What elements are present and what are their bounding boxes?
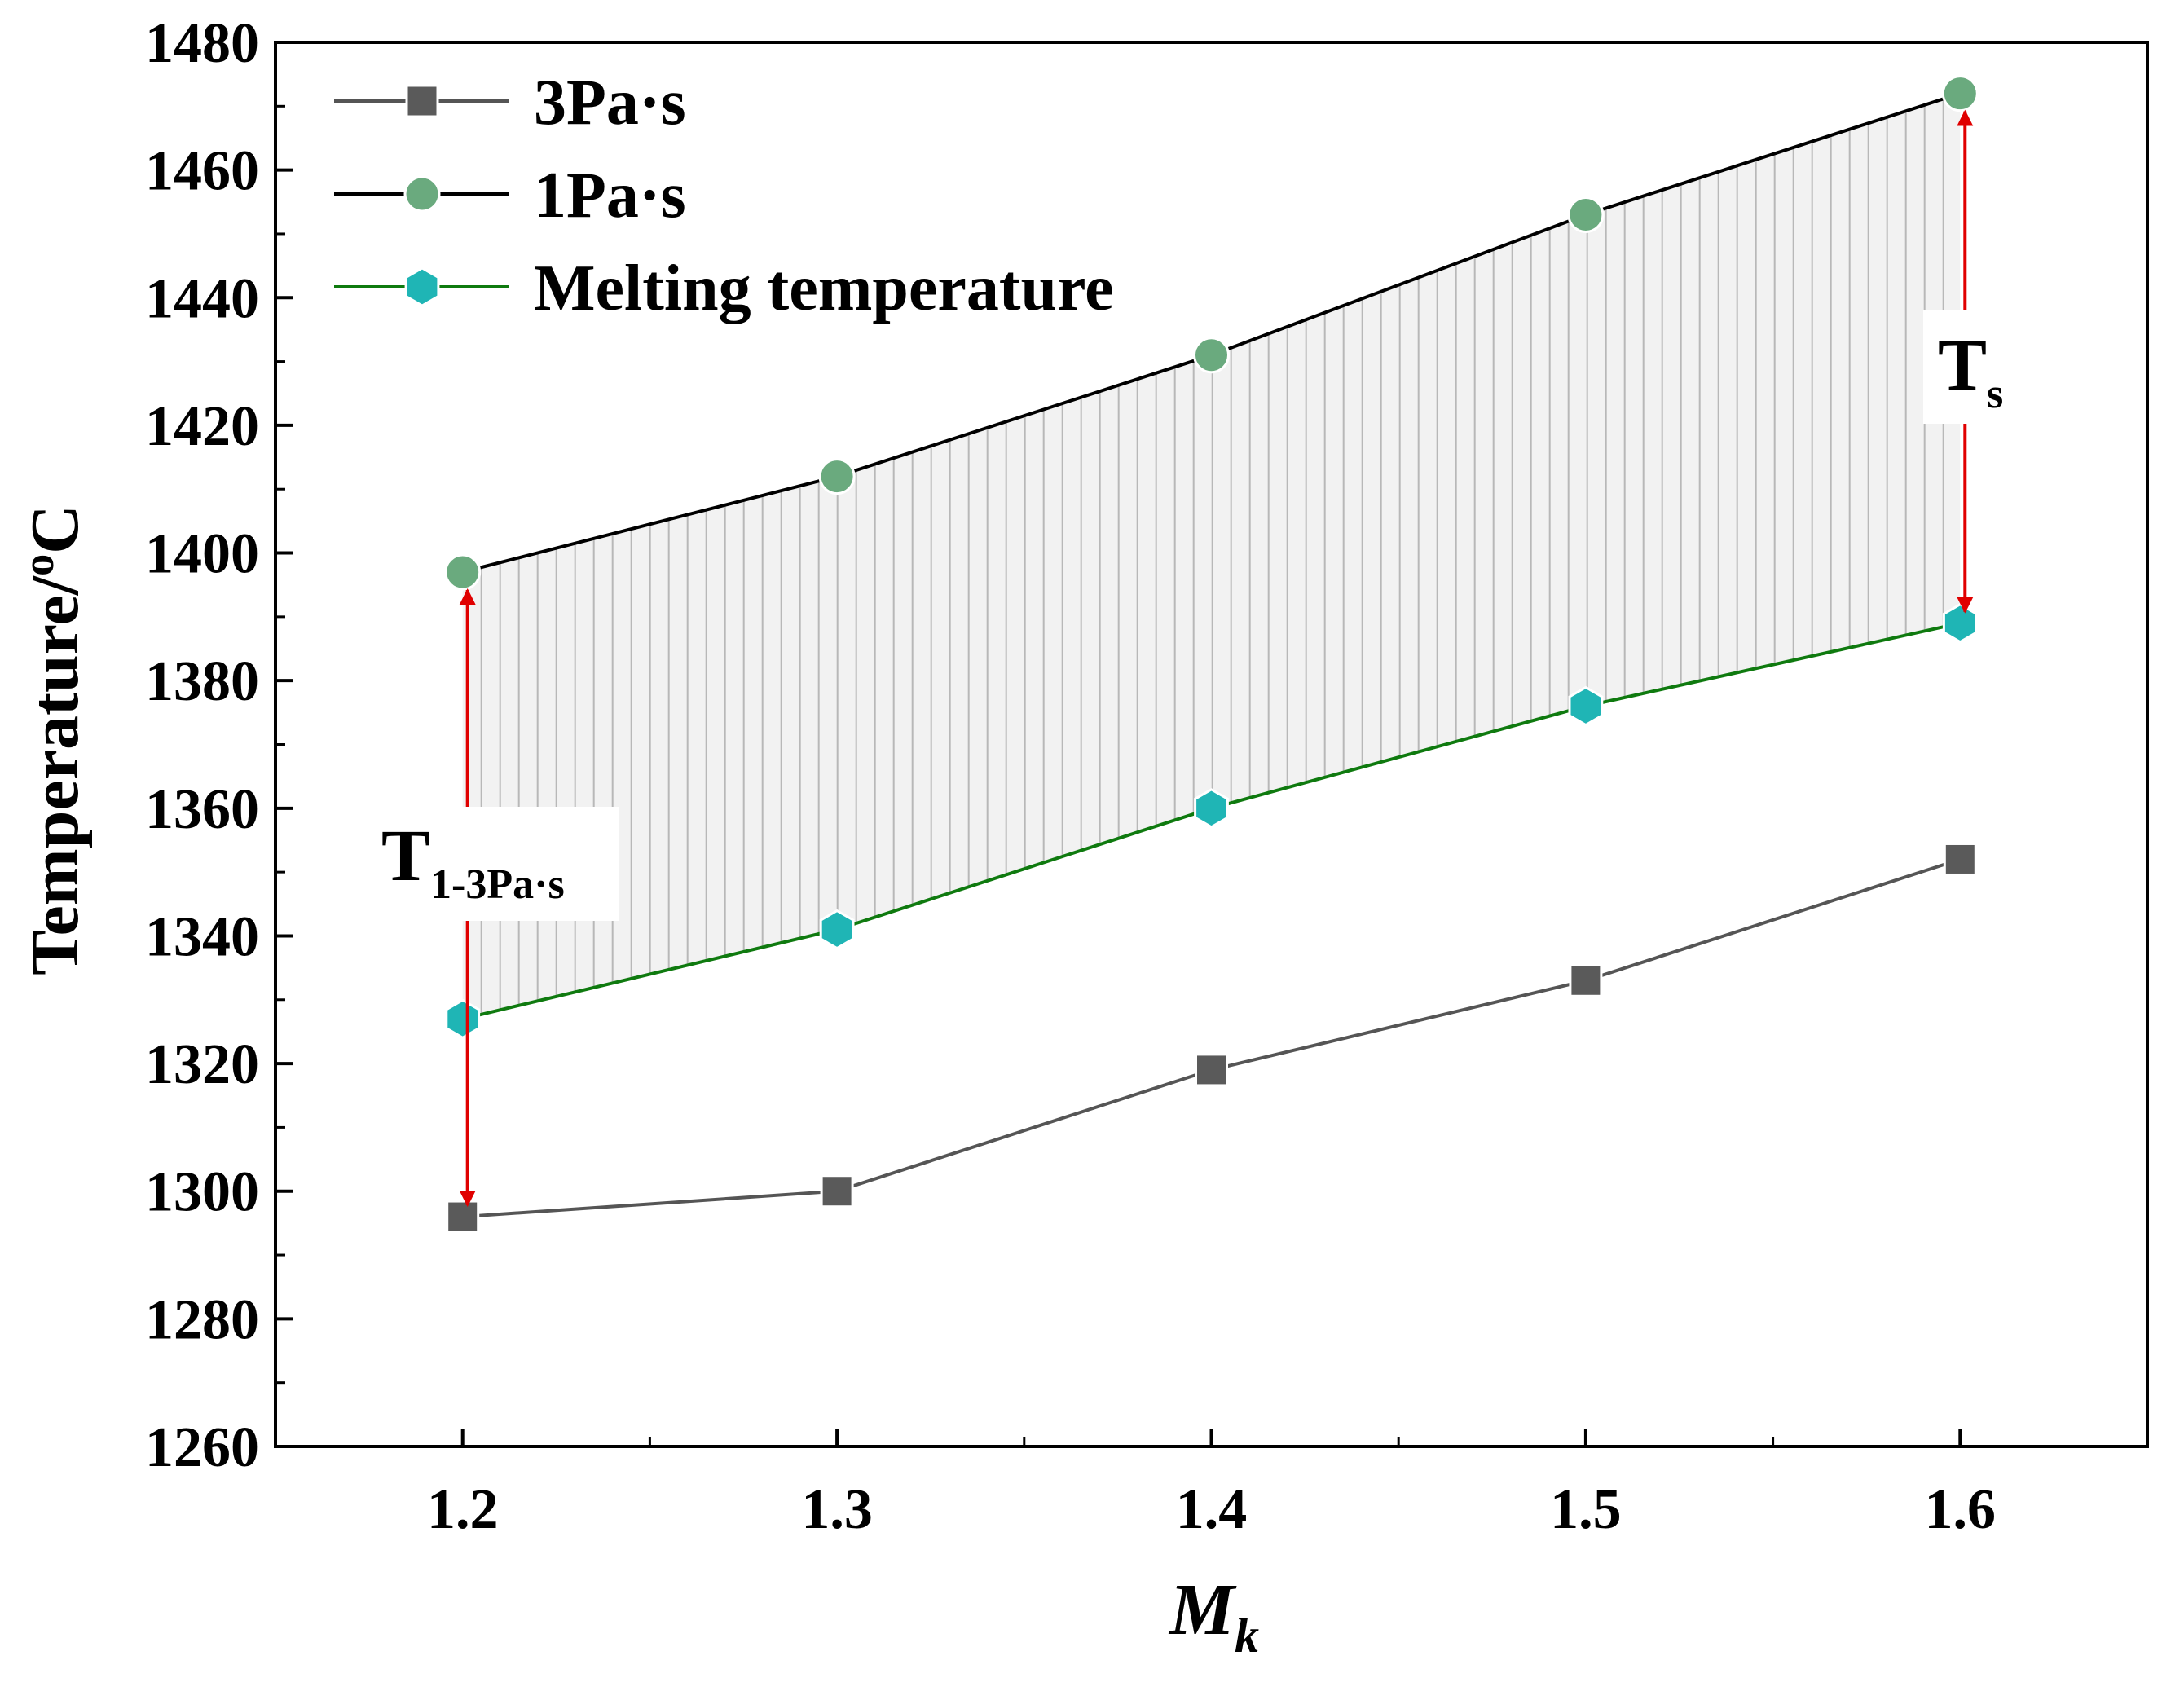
x-tick-label: 1.2: [427, 1478, 499, 1541]
x-tick-label: 1.4: [1176, 1478, 1248, 1541]
legend-marker: [405, 84, 439, 118]
data-point: [818, 458, 856, 495]
fill-region-hatch: [480, 99, 1944, 1015]
legend-entry-1: 1Pa·s: [334, 160, 686, 231]
data-point: [820, 1174, 854, 1209]
data-point: [445, 998, 481, 1040]
y-tick-label: 1480: [145, 12, 259, 75]
data-point: [1195, 1053, 1228, 1087]
data-point: [1942, 602, 1978, 644]
data-point: [1193, 337, 1230, 374]
data-point: [446, 1200, 480, 1234]
y-tick-label: 1280: [145, 1288, 259, 1351]
y-axis-title: Temperature/oC: [14, 504, 93, 975]
x-axis-title: Mk: [1168, 1570, 1259, 1662]
y-tick-label: 1440: [145, 267, 259, 330]
annotation-main: T: [381, 816, 430, 896]
annotation-label: Ts: [1938, 325, 2003, 417]
data-point: [1941, 75, 1979, 112]
legend-label: Melting temperature: [534, 253, 1114, 324]
series-1: [444, 75, 1979, 591]
data-point: [444, 553, 482, 591]
series-layer: [444, 75, 1979, 1234]
annotation-box: [375, 807, 619, 921]
fill-region: [462, 93, 1961, 1019]
annotation-box: [1923, 310, 2019, 424]
y-tick-label: 1260: [145, 1416, 259, 1479]
annotation-main: T: [1938, 325, 1987, 406]
y-tick-label: 1320: [145, 1033, 259, 1096]
annotation-label: T1-3Pa·s: [381, 816, 565, 908]
y-tick-label: 1400: [145, 523, 259, 586]
y-tick-label: 1380: [145, 650, 259, 713]
legend-label: 1Pa·s: [534, 160, 686, 231]
y-tick-label: 1300: [145, 1161, 259, 1224]
data-point: [1568, 685, 1604, 727]
x-tick-label: 1.6: [1925, 1478, 1997, 1541]
y-tick-label: 1360: [145, 778, 259, 841]
x-tick-label: 1.5: [1550, 1478, 1622, 1541]
data-point: [1569, 963, 1603, 997]
legend-label: 3Pa·s: [534, 67, 686, 139]
y-tick-label: 1420: [145, 395, 259, 458]
x-tick-label: 1.3: [801, 1478, 873, 1541]
legend-marker: [403, 175, 441, 213]
axes: 1260 1280 1300 1320 1340 1360 1380 1400 1420 1440…: [145, 12, 2149, 1541]
annotation-sub: 1-3Pa·s: [430, 861, 565, 908]
legend-entry-2: Melting temperature: [334, 253, 1114, 324]
data-point: [819, 909, 855, 950]
annotation-sub: s: [1987, 371, 2003, 417]
legend-marker: [404, 266, 440, 307]
data-point: [1194, 788, 1229, 829]
legend-entry-0: 3Pa·s: [334, 67, 686, 139]
y-tick-label: 1460: [145, 140, 259, 203]
data-point: [1943, 842, 1977, 876]
legend: 3Pa·s 1Pa·s Melting temperature: [334, 67, 1114, 324]
data-point: [1567, 196, 1605, 233]
y-tick-label: 1340: [145, 905, 259, 968]
series-0: [446, 842, 1977, 1234]
